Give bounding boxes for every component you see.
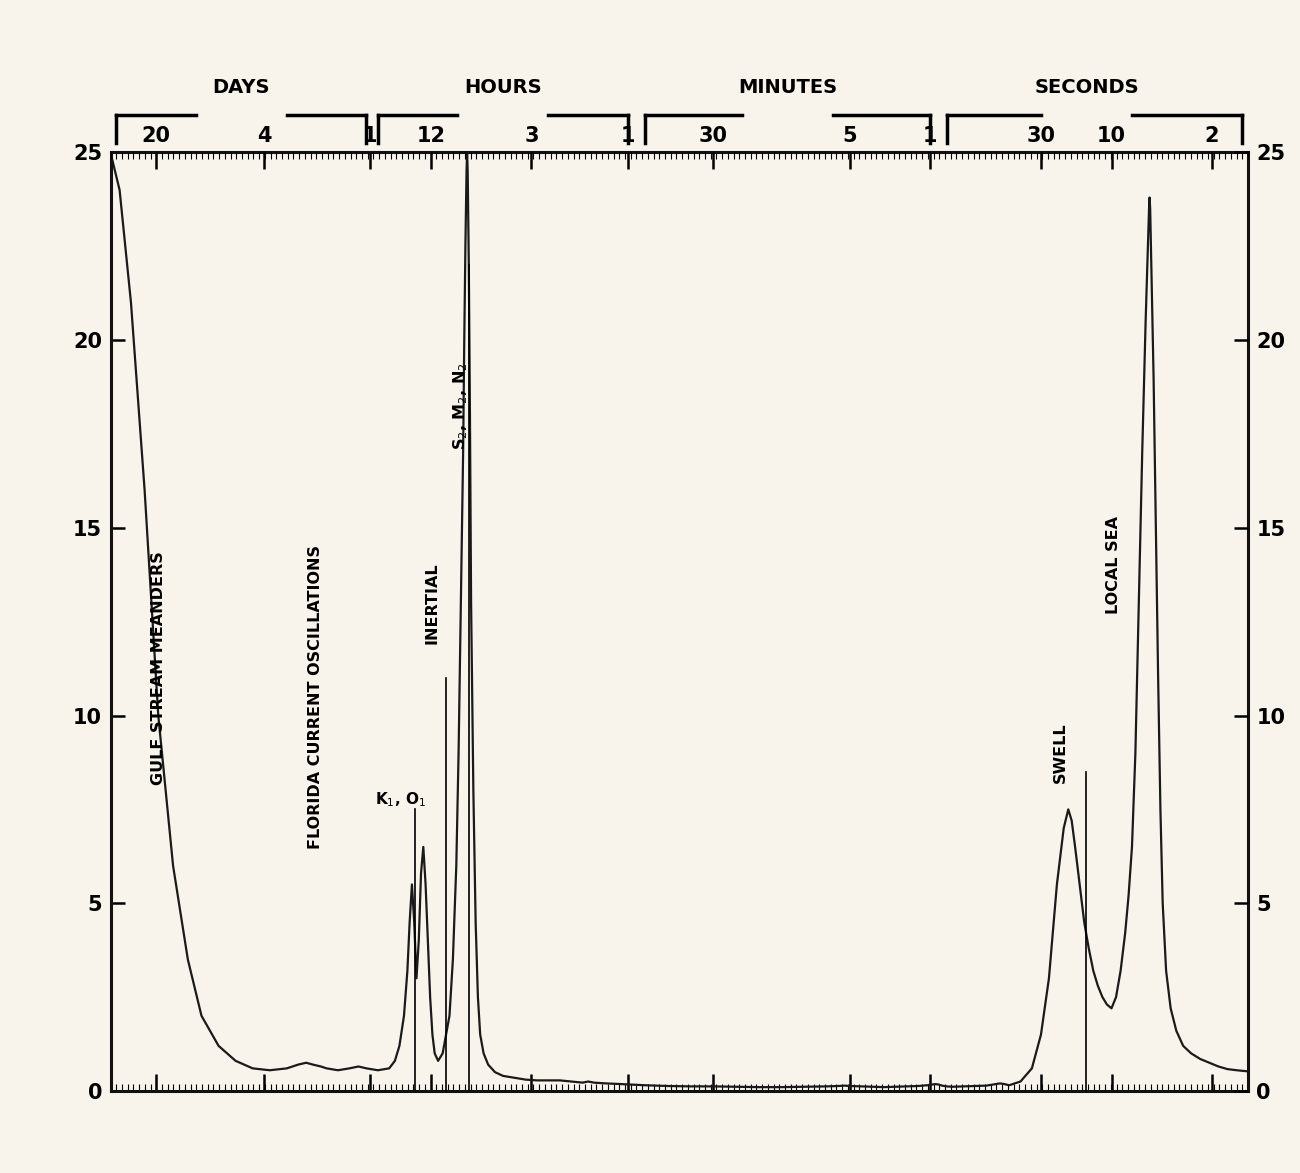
Text: FLORIDA CURRENT OSCILLATIONS: FLORIDA CURRENT OSCILLATIONS	[308, 544, 322, 849]
Text: DAYS: DAYS	[213, 79, 270, 97]
Text: INERTIAL: INERTIAL	[425, 562, 439, 644]
Text: GULF STREAM MEANDERS: GULF STREAM MEANDERS	[151, 551, 166, 786]
Text: LOCAL SEA: LOCAL SEA	[1106, 516, 1122, 615]
Text: SWELL: SWELL	[1053, 723, 1067, 784]
Text: SECONDS: SECONDS	[1035, 79, 1139, 97]
Text: K$_1$, O$_1$: K$_1$, O$_1$	[374, 791, 426, 809]
Text: S$_2$, M$_2$, N$_2$: S$_2$, M$_2$, N$_2$	[451, 362, 471, 449]
Text: MINUTES: MINUTES	[738, 79, 837, 97]
Text: HOURS: HOURS	[464, 79, 542, 97]
